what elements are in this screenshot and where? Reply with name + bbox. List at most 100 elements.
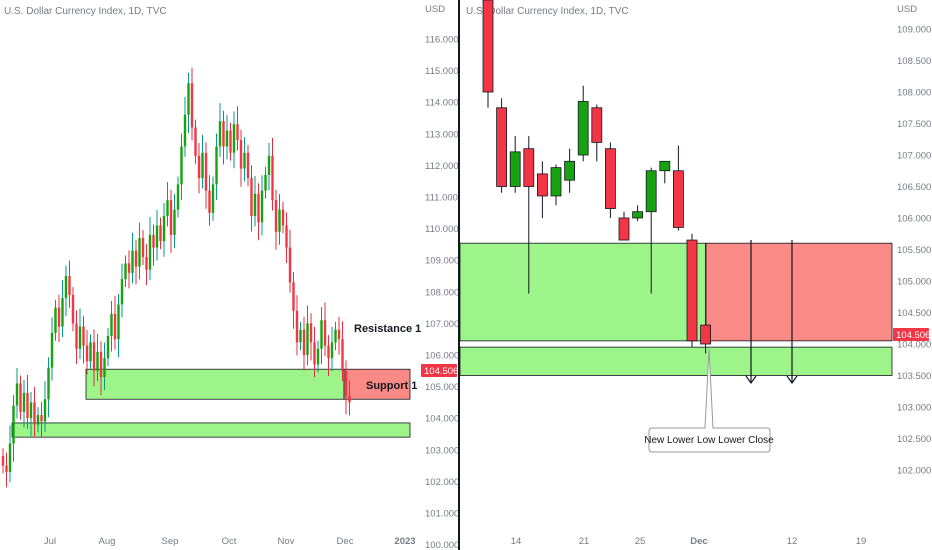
left-x-tick: 2023	[394, 536, 415, 547]
left-candle-body	[138, 238, 141, 267]
left-candles	[1, 67, 351, 488]
left-candle-body	[334, 329, 337, 343]
down-arrow-head	[786, 375, 798, 385]
right-candle-body	[564, 160, 575, 181]
left-candle-body	[89, 342, 92, 362]
left-candle-body	[141, 238, 145, 258]
left-candle-body	[183, 114, 187, 147]
left-candle-body	[120, 279, 124, 305]
left-candle-body	[99, 351, 103, 378]
left-candle-body	[281, 209, 285, 226]
left-candle-body	[323, 320, 327, 346]
left-candle-body	[348, 396, 351, 403]
left-candle-body	[299, 329, 302, 343]
right-candle-body	[632, 211, 643, 219]
left-candle-body	[134, 250, 138, 267]
right-x-tick: 21	[579, 536, 590, 547]
left-candle-body	[169, 200, 173, 235]
left-candle-body	[110, 313, 113, 337]
left-y-axis: 116.000 115.000 114.000 113.000 112.000 111.0…	[425, 35, 459, 550]
right-y-tick: 104.000	[897, 340, 931, 351]
support-1-label: Support 1	[366, 380, 417, 392]
left-candle-body	[197, 155, 201, 179]
left-candle-body	[246, 152, 250, 179]
right-lower-green-zone	[459, 346, 893, 376]
right-candle-body	[509, 151, 521, 187]
left-y-tick: 108.000	[425, 287, 459, 298]
left-y-tick: 111.000	[425, 193, 458, 204]
right-y-tick: 106.500	[897, 182, 931, 193]
right-x-tick: 25	[635, 536, 646, 547]
right-candle-body	[591, 107, 603, 143]
right-x-tick: Dec	[690, 536, 707, 547]
left-candle-body	[124, 263, 127, 280]
support-1-zone	[11, 422, 411, 438]
left-candle-body	[288, 247, 292, 283]
right-candles	[482, 0, 711, 354]
left-candle-body	[47, 367, 50, 400]
left-candle-body	[313, 342, 316, 365]
right-candle-body	[537, 173, 548, 197]
left-y-tick: 103.000	[425, 445, 459, 456]
right-price-tag: 104.506	[893, 328, 930, 341]
right-y-tick: 102.500	[897, 434, 931, 445]
left-y-tick: 116.000	[425, 35, 459, 46]
left-chart-panel: U.S. Dollar Currency Index, 1D, TVC USD …	[1, 4, 459, 550]
left-candle-body	[243, 152, 246, 169]
left-candle-body	[22, 392, 26, 412]
left-candle-body	[78, 326, 82, 349]
left-candle-body	[85, 345, 89, 362]
left-candle-body	[225, 130, 229, 147]
left-candle-body	[253, 193, 257, 216]
left-y-tick: 110.000	[425, 224, 459, 235]
left-candle-body	[327, 345, 330, 359]
left-candle-body	[292, 282, 295, 311]
right-arrows	[745, 240, 798, 385]
left-candle-body	[12, 405, 15, 444]
left-candle-body	[75, 323, 78, 349]
left-x-tick: Dec	[337, 536, 354, 547]
left-y-tick: 106.000	[425, 351, 459, 362]
right-y-tick: 105.000	[897, 277, 931, 288]
right-candle-body	[496, 107, 508, 187]
left-y-tick: 102.000	[425, 477, 459, 488]
left-candle-body	[155, 225, 159, 248]
resistance-1-zone	[85, 368, 345, 400]
right-candle-body	[550, 167, 562, 197]
left-candle-body	[194, 127, 197, 156]
left-candle-body	[309, 323, 313, 343]
left-candle-body	[162, 215, 166, 242]
right-currency-label: USD	[897, 4, 917, 15]
right-candle-body	[673, 170, 684, 228]
left-y-tick: 112.000	[425, 161, 459, 172]
left-candle-body	[61, 298, 64, 327]
right-y-tick: 107.500	[897, 119, 931, 130]
right-x-tick: 19	[856, 536, 867, 547]
left-price-tag: 104.506	[421, 364, 458, 377]
left-candle-body	[257, 193, 260, 223]
right-candle-body	[659, 160, 671, 172]
left-candle-body	[33, 402, 36, 425]
left-candle-body	[113, 313, 117, 340]
right-candle-body	[645, 170, 657, 213]
left-candle-body	[229, 130, 232, 153]
right-y-tick: 102.000	[897, 466, 931, 477]
left-candle-body	[5, 465, 8, 472]
left-candle-body	[306, 323, 309, 355]
left-candle-body	[344, 370, 348, 397]
right-y-tick: 108.000	[897, 88, 931, 99]
left-candle-body	[159, 225, 162, 242]
left-candle-body	[250, 178, 253, 216]
resistance-1-label: Resistance 1	[354, 323, 421, 335]
left-y-tick: 109.000	[425, 256, 459, 267]
left-candle-body	[274, 200, 278, 232]
left-candle-body	[222, 121, 225, 147]
left-candle-body	[176, 184, 180, 210]
left-candle-body	[29, 402, 33, 419]
right-y-tick: 108.500	[897, 56, 931, 67]
right-candle-body	[605, 148, 616, 209]
left-y-tick: 113.000	[425, 129, 459, 140]
left-x-tick: Nov	[278, 536, 295, 547]
annotation-text: New Lower Low Lower Close	[644, 435, 774, 446]
